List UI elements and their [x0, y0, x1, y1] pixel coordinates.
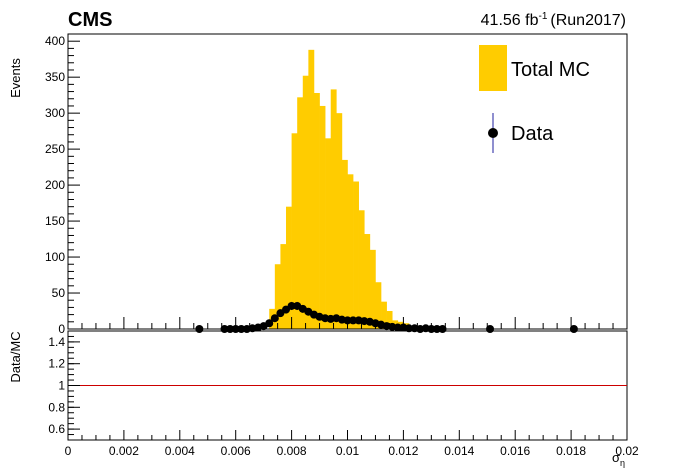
x-tick-label: 0.02 [615, 444, 639, 458]
ratio-y-tick-label: 0.8 [48, 400, 65, 414]
y-tick-label: 350 [45, 70, 65, 84]
legend-mc-swatch [479, 45, 507, 91]
y-tick-label: 400 [45, 34, 65, 48]
legend-mc-label: Total MC [511, 59, 590, 81]
y-tick-label: 150 [45, 214, 65, 228]
main-panel: 0 50 100 150 200 250 300 350 400 Events [8, 33, 628, 336]
mc-bar [341, 159, 348, 329]
y-tick-label: 200 [45, 178, 65, 192]
y-tick-label: 100 [45, 250, 65, 264]
x-tick-label: 0.012 [388, 444, 418, 458]
ratio-y-tick-label: 1.4 [48, 335, 65, 349]
mc-bar [347, 174, 354, 329]
mc-bar [274, 264, 281, 329]
mc-bar [381, 301, 387, 329]
y-tick-label: 50 [52, 286, 66, 300]
mc-bar [313, 93, 320, 329]
ratio-panel: 0.60.811.21.4 0 0.002 0.004 0.006 0.008 0.01 0… [8, 330, 639, 468]
legend-data-label: Data [511, 123, 554, 145]
ratio-y-axis: 0.6 0.8 1 1.2 1.4 [48, 335, 80, 436]
mc-bar [386, 311, 393, 329]
ratio-y-tick-label: 1.2 [48, 357, 65, 371]
mc-bar [375, 282, 382, 329]
mc-bar [358, 210, 365, 329]
mc-bar [308, 49, 315, 329]
data-point [270, 314, 279, 323]
main-x-ticks [67, 317, 628, 329]
mc-bar [364, 234, 371, 329]
x-tick-label: 0.004 [165, 444, 195, 458]
mc-bar [336, 113, 343, 330]
x-axis-label: ση [612, 450, 625, 468]
mc-bar [353, 181, 359, 329]
x-tick-label: 0.016 [500, 444, 530, 458]
x-tick-label: 0.002 [109, 444, 139, 458]
mc-bar [302, 75, 309, 329]
x-tick-label: 0.008 [277, 444, 307, 458]
ratio-y-tick-label: 1 [58, 379, 65, 393]
x-tick-label: 0.01 [336, 444, 360, 458]
y-tick-label: 300 [45, 106, 65, 120]
legend: Total MC Data [479, 45, 590, 153]
mc-bar [291, 133, 298, 329]
mc-bar [369, 249, 376, 329]
ratio-y-tick-label: 0.6 [48, 422, 65, 436]
luminosity-label: 41.56 fb-1 (Run2017) [481, 11, 626, 29]
data-point [287, 301, 296, 310]
mc-bar [280, 244, 287, 329]
mc-histogram [269, 49, 438, 330]
x-tick-label: 0 [65, 444, 72, 458]
y-tick-label: 250 [45, 142, 65, 156]
data-point [404, 324, 413, 333]
data-point [393, 323, 402, 332]
mc-bar [319, 105, 326, 329]
experiment-label: CMS [68, 9, 112, 31]
x-tick-label: 0.018 [556, 444, 586, 458]
main-y-axis: 0 50 100 150 200 250 300 350 400 [45, 33, 80, 336]
mc-bar [330, 89, 337, 329]
x-tick-label: 0.014 [444, 444, 474, 458]
ratio-x-axis: 0 0.002 0.004 0.006 0.008 0.01 0.012 0.014 0.016… [65, 430, 639, 458]
data-point [265, 319, 274, 328]
y-tick-label: 0 [58, 322, 65, 336]
mc-bar [325, 138, 332, 329]
mc-bar [286, 206, 292, 329]
ratio-y-axis-label: Data/MC [8, 331, 23, 382]
main-y-axis-label: Events [8, 58, 23, 98]
data-point [349, 316, 358, 325]
mc-bar [297, 97, 304, 329]
legend-data-marker [488, 128, 498, 138]
x-tick-label: 0.006 [221, 444, 251, 458]
